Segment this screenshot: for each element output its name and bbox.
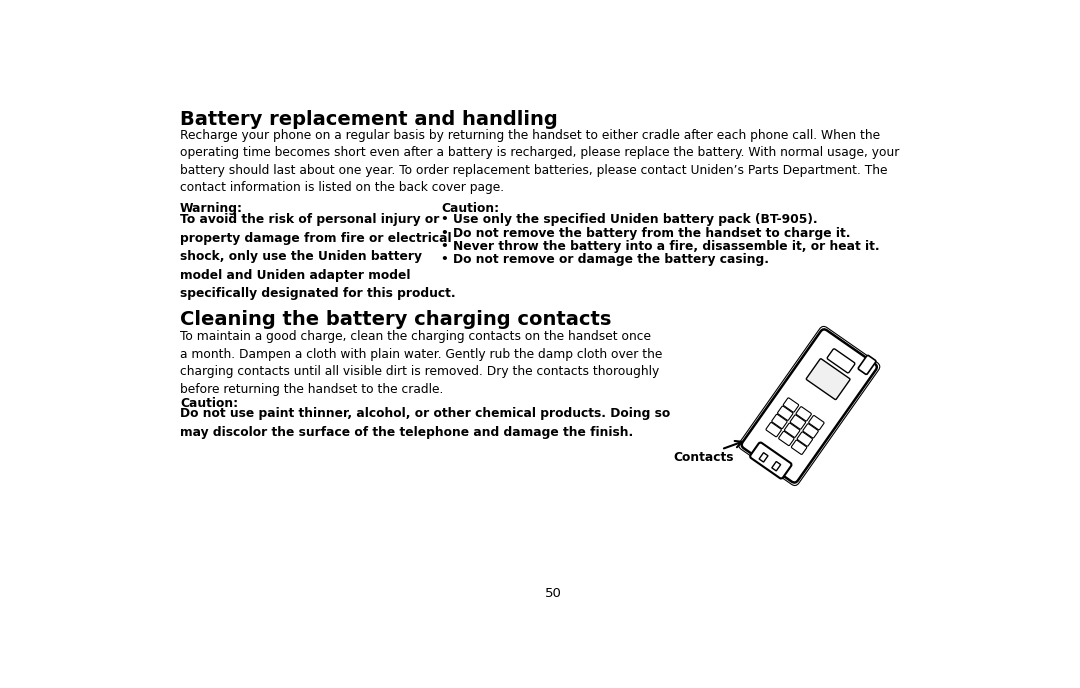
FancyBboxPatch shape bbox=[766, 422, 781, 437]
Text: Battery replacement and handling: Battery replacement and handling bbox=[180, 109, 557, 129]
FancyBboxPatch shape bbox=[791, 415, 806, 429]
Text: Caution:: Caution: bbox=[180, 397, 238, 410]
Text: To avoid the risk of personal injury or
property damage from fire or electrical
: To avoid the risk of personal injury or … bbox=[180, 213, 456, 301]
FancyBboxPatch shape bbox=[807, 358, 850, 400]
Text: Caution:: Caution: bbox=[441, 202, 499, 215]
FancyBboxPatch shape bbox=[859, 356, 876, 374]
FancyBboxPatch shape bbox=[784, 423, 800, 438]
Text: Warning:: Warning: bbox=[180, 202, 243, 215]
Text: • Never throw the battery into a fire, disassemble it, or heat it.: • Never throw the battery into a fire, d… bbox=[441, 239, 880, 252]
FancyBboxPatch shape bbox=[778, 406, 793, 420]
FancyBboxPatch shape bbox=[802, 424, 819, 438]
Text: • Do not remove the battery from the handset to charge it.: • Do not remove the battery from the han… bbox=[441, 226, 851, 239]
FancyBboxPatch shape bbox=[827, 349, 855, 373]
Text: To maintain a good charge, clean the charging contacts on the handset once
a mon: To maintain a good charge, clean the cha… bbox=[180, 330, 662, 396]
Text: 50: 50 bbox=[545, 587, 562, 600]
FancyBboxPatch shape bbox=[796, 407, 811, 421]
FancyBboxPatch shape bbox=[772, 414, 787, 429]
Text: Recharge your phone on a regular basis by returning the handset to either cradle: Recharge your phone on a regular basis b… bbox=[180, 129, 900, 194]
Bar bbox=[772, 462, 781, 471]
Text: Contacts: Contacts bbox=[673, 451, 733, 464]
FancyBboxPatch shape bbox=[783, 398, 799, 412]
Text: • Do not remove or damage the battery casing.: • Do not remove or damage the battery ca… bbox=[441, 252, 769, 266]
Text: • Use only the specified Uniden battery pack (BT-905).: • Use only the specified Uniden battery … bbox=[441, 213, 818, 226]
FancyBboxPatch shape bbox=[751, 442, 792, 479]
Bar bbox=[759, 453, 768, 462]
Text: Cleaning the battery charging contacts: Cleaning the battery charging contacts bbox=[180, 310, 611, 329]
Text: Do not use paint thinner, alcohol, or other chemical products. Doing so
may disc: Do not use paint thinner, alcohol, or ot… bbox=[180, 407, 671, 439]
FancyBboxPatch shape bbox=[792, 440, 807, 455]
FancyBboxPatch shape bbox=[797, 432, 812, 447]
FancyBboxPatch shape bbox=[809, 416, 824, 430]
FancyBboxPatch shape bbox=[742, 330, 877, 482]
FancyBboxPatch shape bbox=[779, 431, 794, 446]
